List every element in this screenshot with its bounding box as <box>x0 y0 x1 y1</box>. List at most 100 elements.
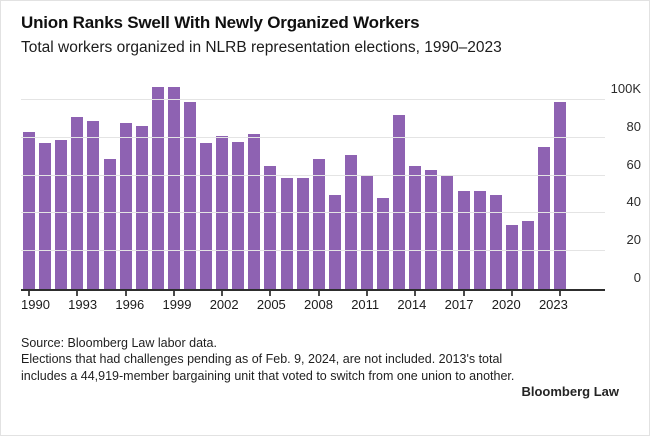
x-cell-2013 <box>388 298 397 311</box>
bar-col-2014 <box>407 79 423 296</box>
bar-2000 <box>183 101 196 289</box>
bar-2003 <box>232 141 245 289</box>
x-cell-2000 <box>191 298 200 311</box>
bar-2015 <box>425 169 438 289</box>
x-cell-2002: 2002 <box>210 298 239 311</box>
bar-col-2023 <box>552 79 568 296</box>
x-axis-label-1990: 1990 <box>21 297 50 312</box>
bar-2020 <box>505 224 518 289</box>
gridline-100K <box>21 99 605 100</box>
footnote: Elections that had challenges pending as… <box>21 352 515 383</box>
x-cell-2011: 2011 <box>351 298 379 311</box>
x-axis-label-1999: 1999 <box>162 297 192 312</box>
bar-2005 <box>264 166 277 289</box>
bar-2007 <box>296 177 309 289</box>
bar-2013 <box>393 115 406 289</box>
bar-2018 <box>473 190 486 289</box>
y-axis-label-40: 40 <box>626 194 641 210</box>
x-cell-2006 <box>286 298 295 311</box>
x-cell-1995 <box>106 298 115 311</box>
bar-col-2018 <box>472 79 488 289</box>
x-cell-1991 <box>50 298 59 311</box>
bar-col-1994 <box>85 79 101 289</box>
bar-col-2000 <box>182 79 198 289</box>
x-tick-2020 <box>510 291 513 296</box>
gridline-60 <box>21 174 605 176</box>
x-cell-2003 <box>239 298 248 311</box>
x-tick-1993 <box>76 291 79 296</box>
x-axis-label-2023: 2023 <box>538 297 568 312</box>
gridline-40 <box>21 212 605 214</box>
x-tick-2011 <box>366 291 369 296</box>
x-cell-2007 <box>295 298 304 311</box>
x-axis-labels: 1990 1993 1996 1999 2002 2005 2008 2011 2014 2017… <box>21 298 605 311</box>
bar-2017 <box>457 190 470 289</box>
x-axis-label-2005: 2005 <box>256 297 286 312</box>
x-cell-2017: 2017 <box>445 298 474 311</box>
bar-col-2012 <box>375 79 391 289</box>
bars-row <box>21 79 568 296</box>
bar-col-2020 <box>504 79 520 296</box>
x-tick-2002 <box>221 291 224 296</box>
x-cell-1999: 1999 <box>163 298 192 311</box>
bar-col-2007 <box>295 79 311 289</box>
bar-col-1996 <box>118 79 134 296</box>
bar-col-1999 <box>166 79 182 296</box>
y-axis-label-0: 0 <box>633 270 641 285</box>
x-cell-1993: 1993 <box>68 298 97 311</box>
bar-2022 <box>538 147 551 289</box>
bar-col-1995 <box>101 79 117 289</box>
bar-col-2004 <box>246 79 262 289</box>
bar-2023 <box>554 101 567 289</box>
bar-col-2021 <box>520 79 536 289</box>
x-cell-1997 <box>144 298 153 311</box>
y-axis-label-100K: 100K <box>610 81 641 96</box>
bar-col-1993 <box>69 79 85 296</box>
x-cell-1998 <box>153 298 162 311</box>
bar-col-2016 <box>439 79 455 289</box>
y-axis-label-80: 80 <box>626 118 641 134</box>
x-tick-2023 <box>559 291 562 296</box>
x-tick-2005 <box>269 291 272 296</box>
x-tick-1999 <box>172 291 175 296</box>
bar-2006 <box>280 177 293 289</box>
bar-col-2010 <box>343 79 359 289</box>
gridline-20 <box>21 250 605 252</box>
bar-2001 <box>200 143 213 289</box>
bar-1994 <box>87 120 100 289</box>
bar-chart: 1990 1993 1996 1999 2002 2005 2008 2011 2014 2017… <box>21 79 641 317</box>
x-cell-2008: 2008 <box>304 298 333 311</box>
bar-1995 <box>103 158 116 289</box>
x-axis-label-2017: 2017 <box>444 297 474 312</box>
x-cell-2023: 2023 <box>539 298 568 311</box>
bar-col-2008 <box>311 79 327 296</box>
x-cell-1994 <box>97 298 106 311</box>
bar-2012 <box>377 198 390 289</box>
x-cell-1990: 1990 <box>21 298 50 311</box>
x-tick-2017 <box>462 291 465 296</box>
x-cell-2001 <box>201 298 210 311</box>
bar-1996 <box>119 122 132 289</box>
bar-col-2011 <box>359 79 375 296</box>
bar-2014 <box>409 166 422 289</box>
x-cell-2022 <box>530 298 539 311</box>
bar-1990 <box>23 132 36 289</box>
bar-col-2017 <box>456 79 472 296</box>
bar-1998 <box>151 86 164 289</box>
x-cell-1992 <box>59 298 68 311</box>
bar-col-1998 <box>150 79 166 289</box>
x-cell-2016 <box>435 298 444 311</box>
bar-2021 <box>521 220 534 289</box>
gridline-80 <box>21 136 605 138</box>
bar-col-2003 <box>230 79 246 289</box>
bar-2016 <box>441 175 454 289</box>
x-axis-label-2002: 2002 <box>209 297 239 312</box>
bar-col-1990 <box>21 79 37 296</box>
bar-2010 <box>344 154 357 289</box>
bar-1993 <box>71 117 84 289</box>
x-axis-label-1996: 1996 <box>115 297 145 312</box>
footer: Source: Bloomberg Law labor data. Electi… <box>21 335 526 384</box>
bar-2019 <box>489 194 502 289</box>
bar-col-2015 <box>423 79 439 289</box>
